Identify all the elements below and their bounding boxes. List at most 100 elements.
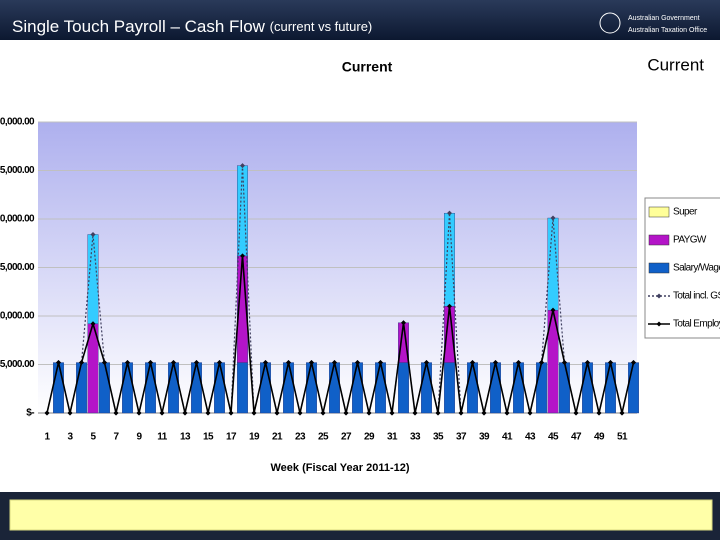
x-tick-label: 33 xyxy=(410,432,421,443)
bar-segment xyxy=(168,362,179,414)
bar-segment xyxy=(191,362,202,414)
line-marker xyxy=(102,360,107,366)
line-marker xyxy=(228,410,234,416)
line-series xyxy=(46,255,635,414)
x-tick-label: 17 xyxy=(226,432,237,443)
bar-segment xyxy=(306,362,317,414)
y-tick-label: $30,000.00 xyxy=(0,117,35,128)
bar-segment xyxy=(582,362,593,414)
line-marker xyxy=(113,410,119,416)
line-marker xyxy=(90,232,96,238)
line-marker xyxy=(240,253,245,259)
legend-label: Total Employ xyxy=(673,319,720,330)
line-marker xyxy=(516,360,521,366)
legend-marker xyxy=(656,321,662,327)
bar-segment xyxy=(444,362,455,414)
x-tick-label: 11 xyxy=(157,432,168,443)
y-tick-label: $- xyxy=(26,408,34,419)
y-tick-label: $10,000.00 xyxy=(0,311,35,322)
bar-segment xyxy=(76,362,87,414)
x-tick-label: 19 xyxy=(249,432,260,443)
legend-swatch xyxy=(648,206,670,218)
note-box xyxy=(9,499,713,531)
line-marker xyxy=(56,360,61,366)
line-marker xyxy=(67,410,73,416)
line-marker xyxy=(596,410,602,416)
x-tick-label: 3 xyxy=(67,432,73,443)
line-marker xyxy=(136,410,142,416)
line-marker xyxy=(251,410,257,416)
x-axis-title: Week (Fiscal Year 2011-12) xyxy=(270,462,409,474)
x-tick-label: 47 xyxy=(571,432,582,443)
logo-crest xyxy=(599,12,621,34)
line-marker xyxy=(585,360,590,366)
bar-segment xyxy=(352,362,363,414)
line-marker xyxy=(447,303,452,309)
bar-segment xyxy=(490,362,501,414)
bar-segment xyxy=(605,362,616,414)
line-marker xyxy=(125,360,130,366)
line-marker xyxy=(240,163,245,169)
legend-swatch xyxy=(648,234,670,246)
bar-segment xyxy=(329,362,340,414)
slide-label: Current xyxy=(647,55,704,74)
bar-segment xyxy=(444,212,455,307)
logo-line: Australian Taxation Office xyxy=(628,27,707,34)
line-marker xyxy=(458,410,464,416)
bar-segment xyxy=(260,362,271,414)
line-marker xyxy=(481,410,487,416)
line-marker xyxy=(608,360,613,366)
bar-segment xyxy=(398,362,409,414)
bar-segment xyxy=(122,362,133,414)
x-tick-label: 27 xyxy=(341,432,352,443)
line-marker xyxy=(447,210,452,216)
line-marker xyxy=(263,360,268,366)
line-marker xyxy=(527,410,533,416)
x-tick-label: 7 xyxy=(113,432,119,443)
x-tick-label: 29 xyxy=(364,432,375,443)
line-marker xyxy=(412,410,418,416)
line-marker xyxy=(320,410,326,416)
line-marker xyxy=(378,360,383,366)
line-marker xyxy=(435,410,441,416)
line-marker xyxy=(573,410,579,416)
bar-segment xyxy=(628,362,639,414)
line-marker xyxy=(205,410,211,416)
x-tick-label: 41 xyxy=(502,432,513,443)
bar-segment xyxy=(145,362,156,414)
legend-label: PAYGW xyxy=(673,235,707,246)
x-tick-label: 21 xyxy=(272,432,283,443)
line-marker xyxy=(182,410,188,416)
line-marker xyxy=(90,321,96,327)
line-marker xyxy=(217,360,222,366)
line-marker xyxy=(44,410,50,416)
line-marker xyxy=(343,410,349,416)
x-tick-label: 25 xyxy=(318,432,329,443)
line-marker xyxy=(309,360,314,366)
x-tick-label: 5 xyxy=(90,432,96,443)
line-marker xyxy=(366,410,372,416)
x-tick-label: 23 xyxy=(295,432,306,443)
line-marker xyxy=(562,360,567,366)
line-marker xyxy=(539,360,544,366)
x-tick-label: 49 xyxy=(594,432,605,443)
line-marker xyxy=(389,410,395,416)
legend-label: Total incl. GS xyxy=(673,291,720,302)
chart: $- $5,000.00 $10,000.00 $15,000.00 $20,000.0… xyxy=(0,117,720,443)
x-tick-label: 15 xyxy=(203,432,214,443)
x-tick-label: 35 xyxy=(433,432,444,443)
x-tick-label: 51 xyxy=(617,432,628,443)
bar-segment xyxy=(283,362,294,414)
line-marker xyxy=(550,307,556,313)
line-marker xyxy=(297,410,303,416)
logo-line: Australian Government xyxy=(628,15,700,22)
y-tick-label: $5,000.00 xyxy=(0,359,35,370)
line-marker xyxy=(332,360,337,366)
y-tick-label: $15,000.00 xyxy=(0,262,35,273)
line-marker xyxy=(619,410,625,416)
legend-swatch xyxy=(648,262,670,274)
bar-segment xyxy=(237,362,248,414)
line-marker xyxy=(401,320,406,326)
bar-segment xyxy=(559,362,570,414)
